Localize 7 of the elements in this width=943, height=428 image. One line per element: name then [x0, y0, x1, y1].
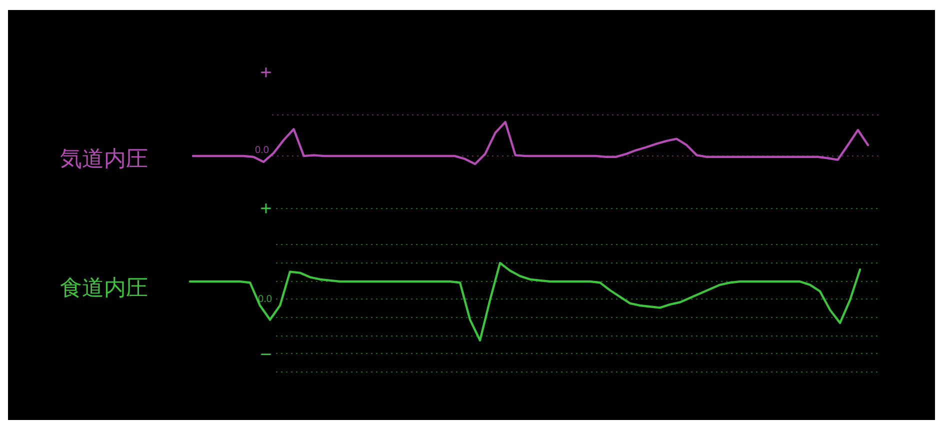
- y-axis-title: 食道内圧: [60, 275, 148, 300]
- text: +: [260, 62, 272, 84]
- annotation: 0.0: [258, 294, 272, 305]
- annotation: 0.0: [255, 145, 270, 156]
- text: +: [260, 198, 272, 220]
- y-axis-title: 気道内圧: [60, 146, 148, 171]
- annotation: −: [260, 344, 272, 366]
